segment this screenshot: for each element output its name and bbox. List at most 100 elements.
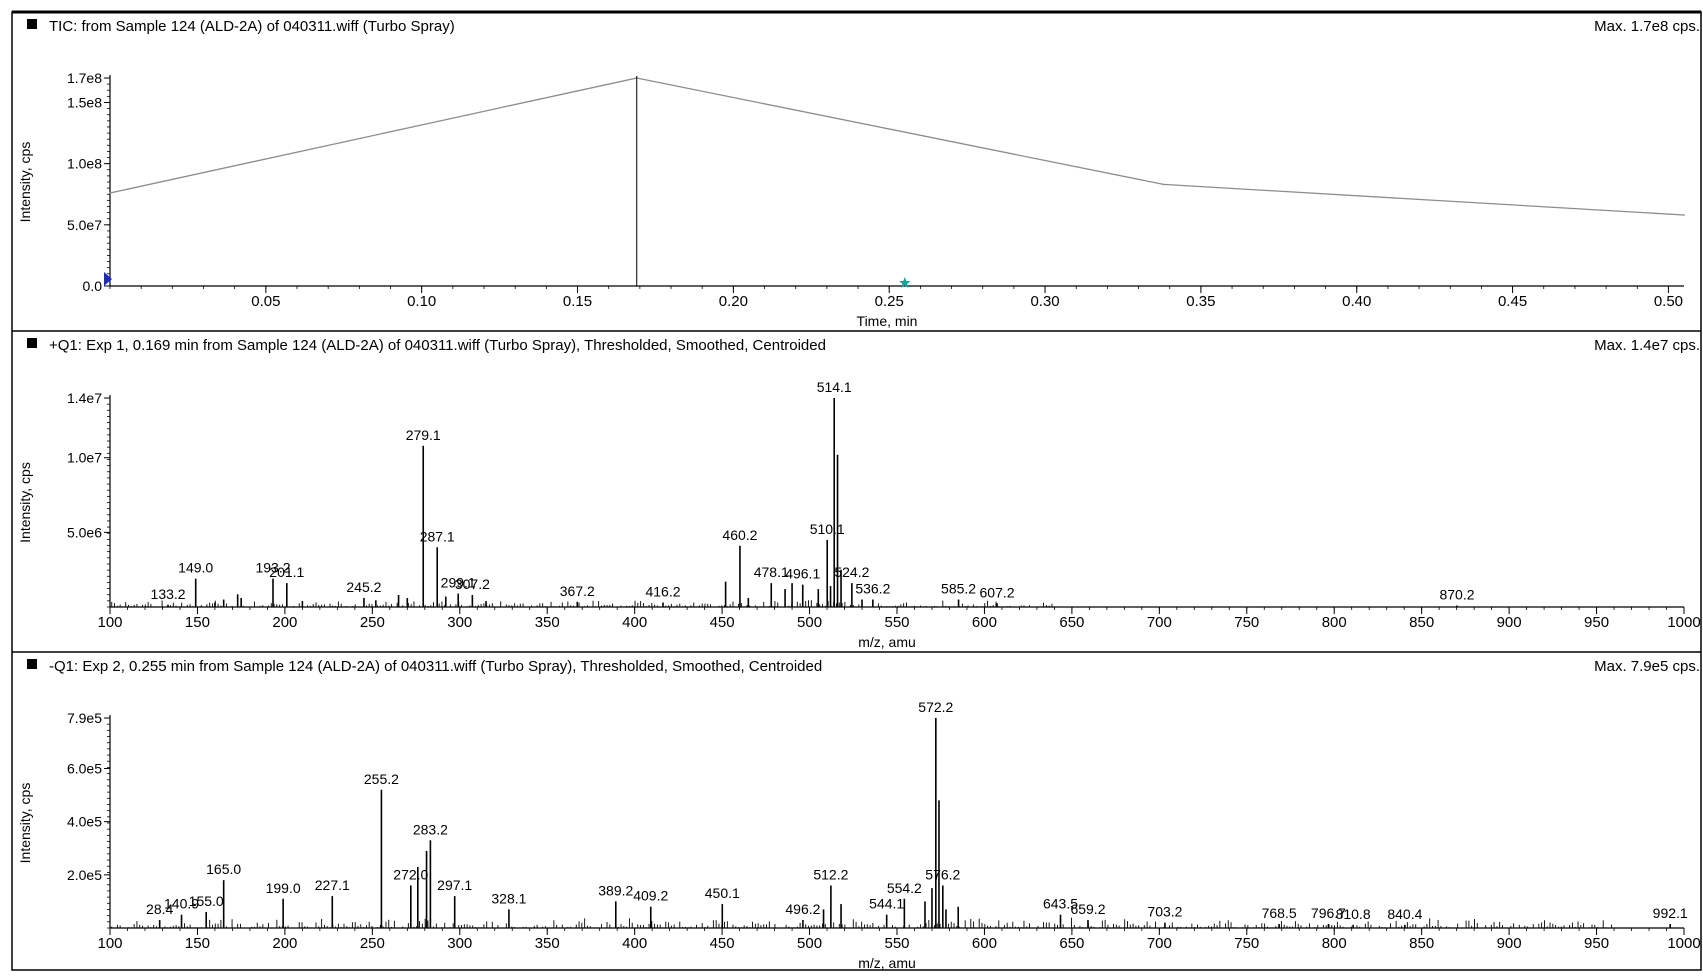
x-tick-label: 550 xyxy=(884,935,909,952)
peak-label: 450.1 xyxy=(705,885,740,901)
peak-label: 165.0 xyxy=(206,861,241,877)
peak-label: 149.0 xyxy=(178,560,213,576)
peak-label: 283.2 xyxy=(413,821,448,837)
max-intensity-label: Max. 7.9e5 cps. xyxy=(1594,658,1700,675)
x-tick-label: 0.30 xyxy=(1030,293,1059,310)
y-tick-label: 1.0e7 xyxy=(67,450,102,466)
y-tick-label: 1.7e8 xyxy=(67,70,102,86)
x-tick-label: 650 xyxy=(1059,935,1084,952)
y-tick-label: 7.9e5 xyxy=(67,710,102,726)
x-tick-label: 500 xyxy=(797,935,822,952)
peak-label: 199.0 xyxy=(266,880,301,896)
experiment-1-triangle-marker xyxy=(104,272,112,286)
x-axis-label: m/z, amu xyxy=(858,634,916,650)
x-tick-label: 800 xyxy=(1322,614,1347,631)
x-tick-label: 200 xyxy=(272,935,297,952)
panel-title: +Q1: Exp 1, 0.169 min from Sample 124 (A… xyxy=(49,337,826,354)
peak-label: 992.1 xyxy=(1653,905,1688,921)
outer-frame xyxy=(11,11,1702,971)
x-tick-label: 750 xyxy=(1234,935,1259,952)
peak-label: 307.2 xyxy=(455,576,490,592)
y-tick-label: 1.0e8 xyxy=(67,156,102,172)
x-tick-label: 0.05 xyxy=(251,293,280,310)
x-tick-label: 0.15 xyxy=(563,293,592,310)
tic-data-point xyxy=(1683,214,1685,216)
peak-label: 544.1 xyxy=(869,896,904,912)
y-axis-label: Intensity, cps xyxy=(17,462,33,543)
peak-label: 496.2 xyxy=(785,901,820,917)
y-tick-label: 0.0 xyxy=(83,278,103,294)
peak-label: 510.1 xyxy=(810,521,845,537)
max-intensity-label: Max. 1.4e7 cps. xyxy=(1594,337,1700,354)
x-tick-label: 0.25 xyxy=(875,293,904,310)
peak-label: 460.2 xyxy=(722,527,757,543)
y-axis-label: Intensity, cps xyxy=(17,783,33,864)
peak-label: 279.1 xyxy=(406,427,441,443)
peak-label: 409.2 xyxy=(633,888,668,904)
peak-label: 514.1 xyxy=(817,379,852,395)
x-tick-label: 900 xyxy=(1497,614,1522,631)
peak-label: 703.2 xyxy=(1147,904,1182,920)
tic-data-point xyxy=(1162,183,1165,186)
peak-label: 416.2 xyxy=(645,584,680,600)
x-tick-label: 0.40 xyxy=(1342,293,1371,310)
peak-label: 536.2 xyxy=(855,581,890,597)
x-tick-label: 0.50 xyxy=(1654,293,1683,310)
x-tick-label: 600 xyxy=(972,614,997,631)
x-tick-label: 750 xyxy=(1234,614,1259,631)
x-tick-label: 300 xyxy=(447,935,472,952)
peak-label: 554.2 xyxy=(887,880,922,896)
x-tick-label: 200 xyxy=(272,614,297,631)
x-tick-label: 1000 xyxy=(1667,935,1700,952)
x-tick-label: 300 xyxy=(447,614,472,631)
peak-label: 227.1 xyxy=(315,877,350,893)
x-tick-label: 450 xyxy=(710,614,735,631)
x-tick-label: 450 xyxy=(710,935,735,952)
y-tick-label: 5.0e7 xyxy=(67,217,102,233)
x-tick-label: 100 xyxy=(97,935,122,952)
peak-label: 272.0 xyxy=(393,866,428,882)
x-tick-label: 350 xyxy=(535,614,560,631)
peak-label: 496.1 xyxy=(785,566,820,582)
x-tick-label: 100 xyxy=(97,614,122,631)
x-tick-label: 400 xyxy=(622,614,647,631)
panel-1: TIC: from Sample 124 (ALD-2A) of 040311.… xyxy=(17,18,1700,329)
peak-label: 245.2 xyxy=(346,579,381,595)
tic-data-point xyxy=(109,192,111,194)
peak-label: 389.2 xyxy=(598,882,633,898)
panel-square-icon xyxy=(27,338,37,348)
x-tick-label: 700 xyxy=(1147,614,1172,631)
peak-label: 870.2 xyxy=(1439,587,1474,603)
y-tick-label: 1.4e7 xyxy=(67,390,102,406)
x-tick-label: 1000 xyxy=(1667,614,1700,631)
peak-label: 768.5 xyxy=(1262,905,1297,921)
peak-label: 299.1 xyxy=(441,575,476,591)
peak-label: 840.4 xyxy=(1387,906,1422,922)
peak-label: 297.1 xyxy=(437,877,472,893)
x-tick-label: 0.45 xyxy=(1498,293,1527,310)
max-intensity-label: Max. 1.7e8 cps. xyxy=(1594,18,1700,35)
peak-label: 28.4 xyxy=(146,901,173,917)
peak-label: 659.2 xyxy=(1070,901,1105,917)
peak-label: 193.2 xyxy=(255,560,290,576)
peak-label: 572.2 xyxy=(918,699,953,715)
x-tick-label: 950 xyxy=(1584,935,1609,952)
x-tick-label: 350 xyxy=(535,935,560,952)
peak-label: 512.2 xyxy=(813,866,848,882)
panel-title: -Q1: Exp 2, 0.255 min from Sample 124 (A… xyxy=(49,658,822,675)
peak-label: 585.2 xyxy=(941,581,976,597)
x-tick-label: 650 xyxy=(1059,614,1084,631)
peak-label: 524.2 xyxy=(834,564,869,580)
x-tick-label: 500 xyxy=(797,614,822,631)
x-tick-label: 400 xyxy=(622,935,647,952)
x-tick-label: 150 xyxy=(185,935,210,952)
experiment-2-star-marker xyxy=(899,277,911,288)
panel-title: TIC: from Sample 124 (ALD-2A) of 040311.… xyxy=(49,18,455,35)
peak-label: 328.1 xyxy=(491,890,526,906)
peak-label: 367.2 xyxy=(560,583,595,599)
x-tick-label: 150 xyxy=(185,614,210,631)
y-tick-label: 4.0e5 xyxy=(67,814,102,830)
peak-label: 810.8 xyxy=(1336,906,1371,922)
peak-label: 478.1 xyxy=(754,564,789,580)
